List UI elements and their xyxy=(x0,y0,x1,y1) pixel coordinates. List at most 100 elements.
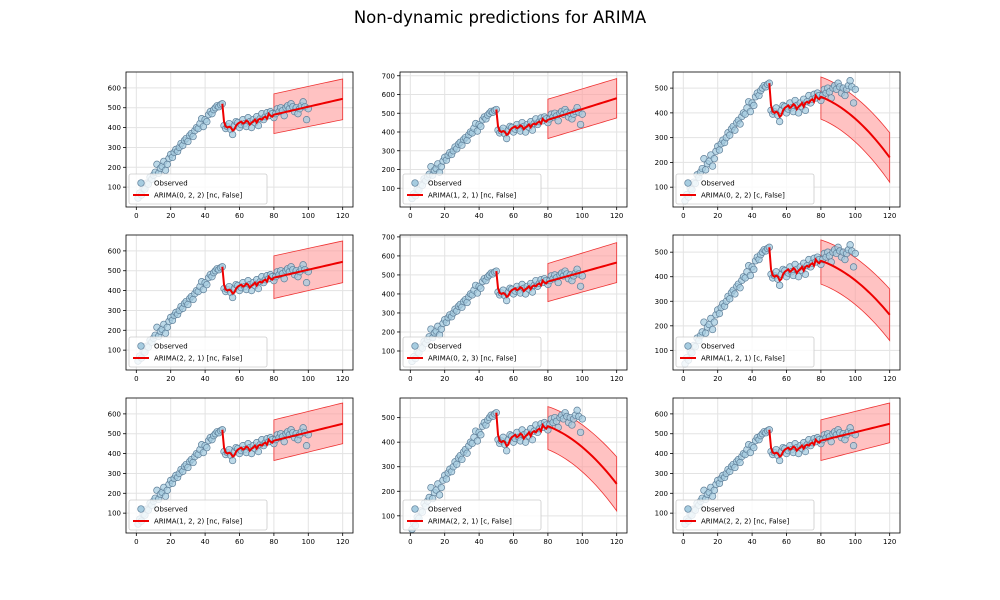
observed-point xyxy=(794,273,803,281)
x-tick-label: 100 xyxy=(849,212,862,220)
y-tick-label: 600 xyxy=(655,410,668,418)
y-tick-label: 600 xyxy=(382,91,395,99)
x-tick-label: 100 xyxy=(576,538,589,546)
y-tick-label: 500 xyxy=(108,430,121,438)
subplot-2: 0 20 40 60 80 100 120 100 200 300 400 500 600 700 Obse… xyxy=(382,71,628,220)
observed-point xyxy=(199,285,208,294)
x-tick-label: 0 xyxy=(134,375,138,383)
observed-point xyxy=(849,441,858,450)
x-tick-label: 20 xyxy=(713,375,722,383)
y-tick-label: 600 xyxy=(108,410,121,418)
observed-point xyxy=(849,99,858,107)
x-tick-label: 20 xyxy=(713,538,722,546)
x-tick-label: 40 xyxy=(475,375,484,383)
observed-point xyxy=(228,130,237,139)
x-tick-label: 20 xyxy=(440,538,449,546)
observed-point xyxy=(442,475,451,483)
observed-point xyxy=(731,290,739,298)
y-tick-label: 300 xyxy=(382,309,395,317)
legend-label-observed: Observed xyxy=(428,180,462,188)
observed-point xyxy=(528,436,537,444)
y-tick-label: 400 xyxy=(108,287,121,295)
observed-point xyxy=(702,166,710,174)
observed-point xyxy=(736,458,744,467)
observed-point xyxy=(708,492,717,500)
x-tick-label: 100 xyxy=(302,538,315,546)
y-tick-label: 400 xyxy=(108,450,121,458)
observed-point xyxy=(184,300,192,309)
legend-label-model: ARIMA(0, 2, 2) [c, False] xyxy=(701,192,785,200)
observed-point xyxy=(199,448,208,457)
y-tick-label: 300 xyxy=(655,470,668,478)
model-line xyxy=(495,261,617,299)
observed-point xyxy=(228,456,237,465)
legend: Observed ARIMA(2, 2, 1) [c, False] xyxy=(402,499,542,531)
observed-point xyxy=(746,271,755,280)
x-tick-label: 0 xyxy=(681,212,685,220)
legend-label-observed: Observed xyxy=(701,180,735,188)
legend-label-model: ARIMA(1, 2, 2) [nc, False] xyxy=(154,518,243,526)
x-tick-label: 0 xyxy=(408,375,412,383)
observed-point xyxy=(161,166,170,174)
x-tick-label: 80 xyxy=(269,212,278,220)
legend: Observed ARIMA(2, 2, 1) [nc, False] xyxy=(128,336,268,368)
y-tick-label: 500 xyxy=(655,430,668,438)
legend: Observed ARIMA(0, 2, 2) [nc, False] xyxy=(128,173,268,205)
model-line xyxy=(768,247,891,316)
legend-marker-observed xyxy=(137,179,145,187)
y-tick-label: 100 xyxy=(382,512,395,520)
x-tick-label: 80 xyxy=(816,538,825,546)
y-tick-label: 500 xyxy=(108,267,121,275)
legend-marker-observed xyxy=(411,505,419,513)
observed-point xyxy=(203,443,211,452)
y-tick-label: 200 xyxy=(382,166,395,174)
observed-point xyxy=(435,491,444,499)
observed-point xyxy=(189,458,197,467)
observed-point xyxy=(715,309,724,318)
observed-point xyxy=(851,85,859,93)
y-tick-label: 400 xyxy=(382,129,395,137)
observed-point xyxy=(841,91,849,100)
x-tick-label: 40 xyxy=(475,212,484,220)
legend-label-model: ARIMA(1, 2, 1) [nc, False] xyxy=(428,192,517,200)
observed-point xyxy=(453,460,461,468)
x-tick-label: 120 xyxy=(336,212,349,220)
y-tick-label: 100 xyxy=(108,347,121,355)
model-line xyxy=(221,260,343,295)
x-tick-label: 20 xyxy=(166,375,175,383)
legend-box xyxy=(675,336,815,368)
observed-point xyxy=(184,463,192,472)
observed-point xyxy=(801,270,810,278)
observed-point xyxy=(554,117,562,125)
legend-marker-observed xyxy=(411,179,419,187)
observed-point xyxy=(161,492,170,500)
subplot-3: 0 20 40 60 80 100 120 100 200 300 400 500 Observed AR… xyxy=(655,71,901,220)
model-line xyxy=(768,422,890,458)
observed-point xyxy=(477,122,485,131)
observed-point xyxy=(775,281,784,289)
observed-point xyxy=(576,282,585,290)
legend-label-model: ARIMA(2, 2, 1) [c, False] xyxy=(428,518,512,526)
x-tick-label: 80 xyxy=(269,375,278,383)
observed-point xyxy=(302,441,311,450)
x-tick-label: 120 xyxy=(883,212,896,220)
y-tick-label: 300 xyxy=(108,144,121,152)
observed-point xyxy=(736,120,744,128)
x-tick-label: 20 xyxy=(440,375,449,383)
observed-point xyxy=(437,483,445,492)
y-tick-label: 200 xyxy=(382,488,395,496)
legend: Observed ARIMA(1, 2, 1) [c, False] xyxy=(675,336,815,368)
x-tick-label: 60 xyxy=(782,212,791,220)
x-tick-label: 80 xyxy=(269,538,278,546)
observed-point xyxy=(463,449,471,457)
x-tick-label: 120 xyxy=(610,212,623,220)
y-tick-label: 600 xyxy=(382,252,395,260)
y-tick-label: 100 xyxy=(108,184,121,192)
observed-point xyxy=(473,437,482,445)
y-tick-label: 400 xyxy=(108,124,121,132)
y-tick-label: 300 xyxy=(108,307,121,315)
y-tick-label: 100 xyxy=(108,510,121,518)
legend-label-observed: Observed xyxy=(701,343,735,351)
legend-box xyxy=(402,499,542,531)
observed-point xyxy=(708,325,717,334)
